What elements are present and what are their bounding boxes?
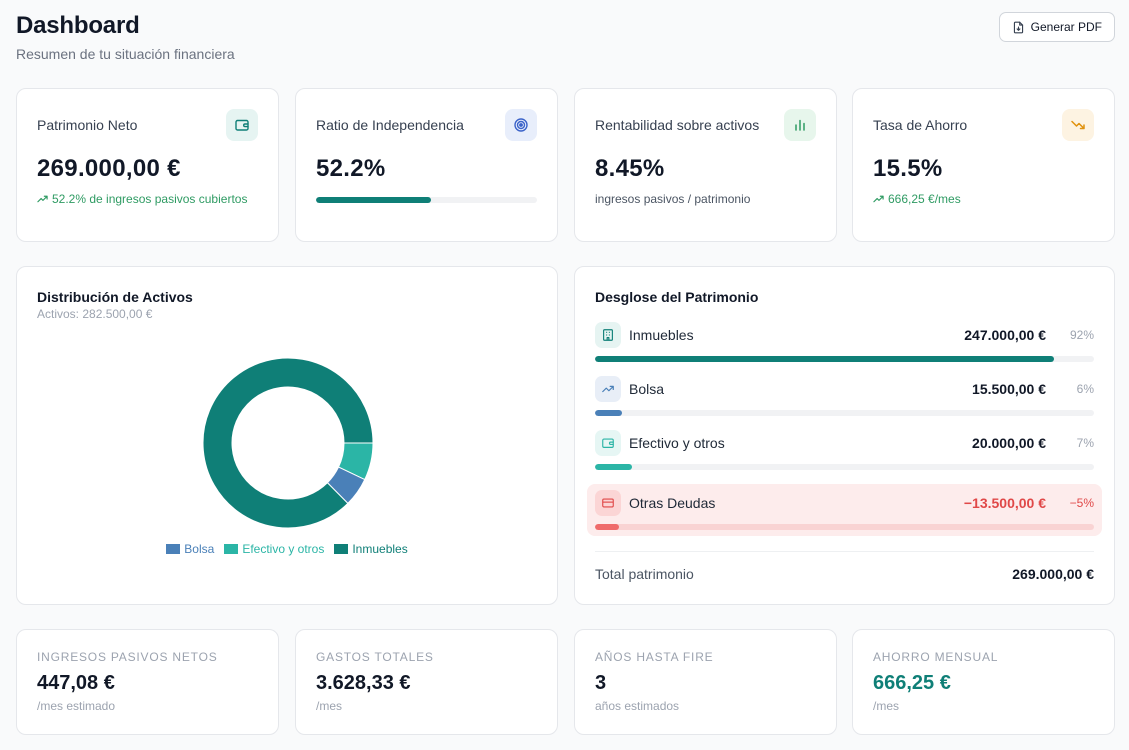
row-percent: −5% — [1069, 496, 1094, 510]
bar-chart-icon — [784, 109, 816, 141]
stat-subtext: /mes — [316, 699, 343, 713]
stat-value: 3 — [595, 672, 607, 694]
card-title: Desglose del Patrimonio — [595, 289, 759, 305]
trending-up-icon — [595, 376, 621, 402]
stat-card-years-to-fire: Años hasta FIRE 3 años estimados — [574, 629, 837, 735]
total-net-worth-row: Total patrimonio 269.000,00 € — [595, 551, 1094, 582]
legend-item-bolsa[interactable]: Bolsa — [166, 542, 214, 556]
kpi-card-roa: Rentabilidad sobre activos 8.45% ingreso… — [574, 88, 837, 242]
kpi-label: Ratio de Independencia — [316, 117, 464, 133]
generate-pdf-label: Generar PDF — [1030, 20, 1102, 34]
kpi-card-independence: Ratio de Independencia 52.2% — [295, 88, 558, 242]
building-icon — [595, 322, 621, 348]
kpi-value: 269.000,00 € — [37, 155, 181, 182]
stat-value: 3.628,33 € — [316, 672, 411, 694]
row-amount: 15.500,00 € — [972, 381, 1046, 397]
legend-swatch — [334, 544, 349, 554]
trending-down-icon — [1062, 109, 1094, 141]
row-percent: 92% — [1069, 328, 1094, 342]
row-amount: 20.000,00 € — [972, 435, 1046, 451]
row-progress-fill — [595, 524, 619, 530]
stat-card-passive-income: Ingresos pasivos netos 447,08 € /mes est… — [16, 629, 279, 735]
page-subtitle: Resumen de tu situación financiera — [16, 46, 235, 62]
legend-label: Efectivo y otros — [242, 542, 325, 556]
kpi-subtext: 666,25 €/mes — [873, 191, 1094, 207]
trending-up-icon — [873, 195, 884, 203]
breakdown-row-bolsa: Bolsa 15.500,00 € 6% — [595, 376, 1094, 416]
row-progress-fill — [595, 410, 623, 416]
progress-fill — [316, 197, 432, 203]
stat-label: Años hasta FIRE — [595, 650, 714, 664]
kpi-card-net-worth: Patrimonio Neto 269.000,00 € 52.2% de in… — [16, 88, 279, 242]
total-label: Total patrimonio — [595, 566, 694, 582]
kpi-subtext-label: 666,25 €/mes — [888, 192, 961, 206]
row-amount: −13.500,00 € — [963, 495, 1046, 511]
row-progress-fill — [595, 464, 633, 470]
net-worth-breakdown-card: Desglose del Patrimonio Inmuebles 247.00… — [574, 266, 1115, 605]
legend-item-inmuebles[interactable]: Inmuebles — [334, 542, 408, 556]
stat-card-monthly-savings: Ahorro mensual 666,25 € /mes — [852, 629, 1115, 735]
legend-swatch — [224, 544, 239, 554]
page-header: Dashboard Resumen de tu situación financ… — [16, 12, 235, 62]
legend-label: Inmuebles — [352, 542, 408, 556]
kpi-label: Patrimonio Neto — [37, 117, 138, 133]
kpi-label: Rentabilidad sobre activos — [595, 117, 760, 133]
row-label: Otras Deudas — [629, 495, 716, 511]
legend-item-efectivo[interactable]: Efectivo y otros — [224, 542, 324, 556]
generate-pdf-button[interactable]: Generar PDF — [998, 12, 1115, 42]
row-progress-bar — [595, 524, 1094, 530]
credit-card-icon — [595, 490, 621, 516]
page-title: Dashboard — [16, 12, 140, 39]
row-progress-bar — [595, 464, 1094, 470]
donut-slice-inmuebles[interactable] — [202, 357, 374, 529]
breakdown-row-inmuebles: Inmuebles 247.000,00 € 92% — [595, 322, 1094, 362]
stat-subtext: /mes estimado — [37, 699, 116, 713]
row-label: Inmuebles — [629, 327, 694, 343]
row-label: Efectivo y otros — [629, 435, 725, 451]
legend-swatch — [166, 544, 181, 554]
kpi-subtext: 52.2% de ingresos pasivos cubiertos — [37, 191, 258, 207]
legend-label: Bolsa — [184, 542, 215, 556]
card-subtitle: Activos: 282.500,00 € — [37, 307, 153, 321]
breakdown-row-efectivo: Efectivo y otros 20.000,00 € 7% — [595, 430, 1094, 470]
kpi-value: 52.2% — [316, 155, 386, 182]
kpi-subtext: ingresos pasivos / patrimonio — [595, 192, 751, 206]
stat-value: 666,25 € — [873, 672, 951, 694]
row-progress-bar — [595, 356, 1094, 362]
row-amount: 247.000,00 € — [964, 327, 1046, 343]
wallet-icon — [595, 430, 621, 456]
row-percent: 6% — [1076, 382, 1094, 396]
stat-subtext: /mes — [873, 699, 900, 713]
trending-up-icon — [37, 195, 48, 203]
chart-legend: Bolsa Efectivo y otros Inmuebles — [17, 542, 557, 556]
row-label: Bolsa — [629, 381, 665, 397]
kpi-value: 8.45% — [595, 155, 665, 182]
total-value: 269.000,00 € — [1012, 566, 1094, 582]
wallet-icon — [226, 109, 258, 141]
stat-value: 447,08 € — [37, 672, 115, 694]
breakdown-row-otras-deudas: Otras Deudas −13.500,00 € −5% — [587, 484, 1102, 536]
file-download-icon — [1013, 21, 1023, 33]
row-progress-fill — [595, 356, 1055, 362]
kpi-card-savings-rate: Tasa de Ahorro 15.5% 666,25 €/mes — [852, 88, 1115, 242]
kpi-value: 15.5% — [873, 155, 943, 182]
kpi-label: Tasa de Ahorro — [873, 117, 968, 133]
asset-distribution-card: Distribución de Activos Activos: 282.500… — [16, 266, 558, 605]
stat-label: Ingresos pasivos netos — [37, 650, 218, 664]
stat-card-total-expenses: Gastos totales 3.628,33 € /mes — [295, 629, 558, 735]
row-progress-bar — [595, 410, 1094, 416]
card-title: Distribución de Activos — [37, 289, 193, 305]
stat-subtext: años estimados — [595, 699, 680, 713]
stat-label: Ahorro mensual — [873, 650, 999, 664]
asset-donut-chart[interactable] — [202, 357, 374, 529]
kpi-subtext-label: 52.2% de ingresos pasivos cubiertos — [52, 192, 248, 206]
stat-label: Gastos totales — [316, 650, 434, 664]
target-icon — [505, 109, 537, 141]
row-percent: 7% — [1076, 436, 1094, 450]
independence-progress-bar — [316, 197, 537, 203]
